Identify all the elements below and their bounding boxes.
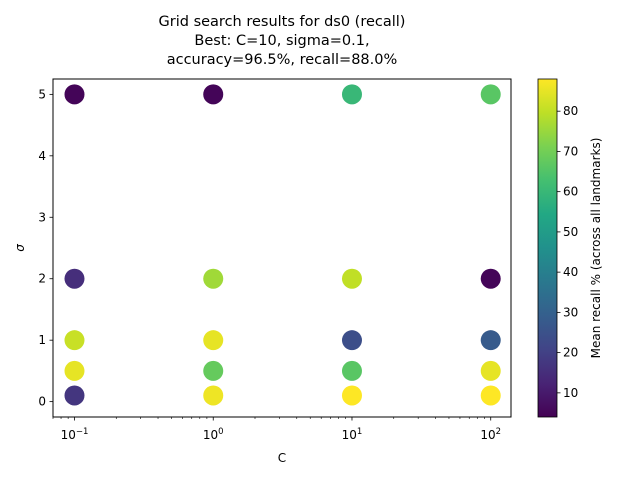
colorbar: 10 20 30 40 50 60 70 80 Mean recall % (across al… [537, 78, 603, 418]
data-point [64, 330, 85, 351]
title-line-3: accuracy=96.5%, recall=88.0% [166, 52, 398, 68]
data-point [480, 330, 501, 351]
colorbar-tick-label: 20 [563, 346, 578, 360]
data-point [480, 360, 501, 381]
data-point [64, 360, 85, 381]
colorbar-tick-label: 60 [563, 185, 578, 199]
colorbar-tick-label: 30 [563, 305, 578, 319]
data-point [480, 268, 501, 289]
colorbar-tick-label: 10 [563, 386, 578, 400]
data-point [64, 84, 85, 105]
chart-title: Grid search results for ds0 (recall) Bes… [0, 13, 564, 70]
data-point [480, 84, 501, 105]
y-tick-label: 4 [38, 149, 46, 163]
data-point [203, 330, 224, 351]
axes-frame [52, 78, 512, 418]
data-point [203, 268, 224, 289]
colorbar-tick-label: 80 [563, 104, 578, 118]
colorbar-tick-label: 50 [563, 225, 578, 239]
y-tick-label: 2 [38, 272, 46, 286]
data-point [203, 385, 224, 406]
x-axis-label: C [278, 451, 286, 465]
colorbar-tick-label: 70 [563, 144, 578, 158]
y-tick-label: 5 [38, 87, 46, 101]
data-point [64, 385, 85, 406]
colorbar-gradient [537, 78, 558, 418]
colorbar-label: Mean recall % (across all landmarks) [589, 138, 603, 359]
data-points [64, 84, 501, 406]
data-point [64, 268, 85, 289]
x-tick-label: 100 [203, 427, 224, 442]
y-axis-label: σ [13, 244, 27, 252]
data-point [480, 385, 501, 406]
title-line-2: Best: C=10, sigma=0.1, [194, 33, 370, 49]
data-point [341, 84, 362, 105]
x-tick-label: 102 [480, 427, 501, 442]
colorbar-tick-label: 40 [563, 265, 578, 279]
data-point [203, 84, 224, 105]
data-point [203, 360, 224, 381]
x-tick-label: 101 [342, 427, 363, 442]
data-point [341, 385, 362, 406]
data-point [341, 330, 362, 351]
data-point [341, 360, 362, 381]
x-tick-label: 10−1 [61, 427, 89, 442]
y-tick-label: 0 [38, 395, 46, 409]
title-line-1: Grid search results for ds0 (recall) [158, 14, 406, 30]
y-tick-label: 3 [38, 210, 46, 224]
axes: 0 1 2 3 4 5 10−1 100 101 102 Cσ [13, 78, 512, 465]
y-tick-label: 1 [38, 333, 46, 347]
data-point [341, 268, 362, 289]
